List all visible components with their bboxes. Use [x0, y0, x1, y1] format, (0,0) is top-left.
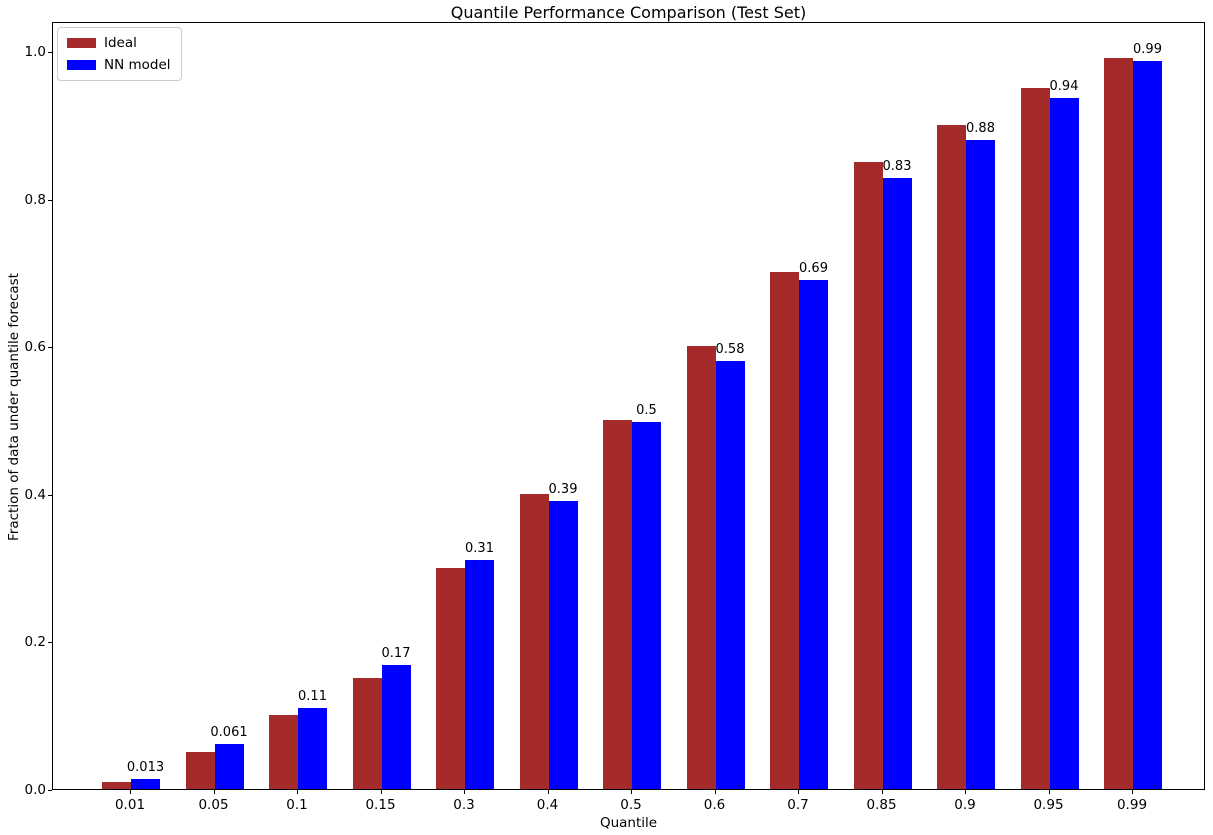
- bar-ideal-0.6: [686, 346, 716, 789]
- bar-ideal-0.85: [853, 161, 883, 789]
- legend-label: Ideal: [104, 35, 137, 51]
- bar-value-label: 0.58: [715, 341, 745, 357]
- x-tick-label: 0.99: [1116, 797, 1148, 813]
- x-tick-mark: [714, 790, 716, 794]
- y-tick-label: 0.8: [24, 191, 46, 208]
- bar-nn-model-0.4: [548, 501, 578, 789]
- y-tick-mark: [48, 790, 52, 791]
- bar-nn-model-0.5: [632, 422, 661, 789]
- legend-entry-ideal: Ideal: [67, 35, 171, 51]
- bar-value-label: 0.11: [298, 688, 327, 704]
- y-tick-mark: [48, 494, 52, 496]
- bar-nn-model-0.01: [131, 779, 160, 789]
- bar-value-label: 0.39: [548, 482, 578, 498]
- y-tick-label: 0.0: [24, 782, 46, 798]
- x-tick-label: 0.05: [198, 797, 229, 813]
- legend-entry-nn-model: NN model: [67, 57, 171, 73]
- bar-nn-model-0.15: [381, 665, 411, 789]
- x-tick-label: 0.01: [114, 797, 146, 813]
- chart-title: Quantile Performance Comparison (Test Se…: [450, 3, 807, 22]
- bar-nn-model-0.95: [1049, 97, 1079, 789]
- bar-nn-model-0.6: [715, 360, 745, 789]
- x-tick-mark: [881, 790, 883, 794]
- bar-nn-model-0.7: [799, 279, 828, 789]
- bar-ideal-0.05: [185, 752, 215, 789]
- bar-ideal-0.9: [937, 124, 966, 789]
- y-axis-label: Fraction of data under quantile forecast: [6, 273, 22, 541]
- bar-ideal-0.15: [352, 678, 382, 789]
- bar-nn-model-0.1: [298, 707, 327, 789]
- y-tick-mark: [48, 347, 52, 349]
- x-tick-label: 0.5: [620, 797, 642, 813]
- bar-value-label: 0.013: [126, 760, 165, 776]
- y-tick-label: 0.2: [24, 634, 46, 651]
- bar-value-label: 0.31: [465, 541, 494, 557]
- bar-value-label: 0.69: [799, 260, 828, 276]
- x-tick-label: 0.7: [787, 797, 809, 813]
- legend: Ideal NN model: [57, 27, 182, 81]
- y-tick-label: 0.4: [24, 486, 46, 503]
- y-tick-label: 1.0: [24, 44, 46, 60]
- bar-value-label: 0.94: [1049, 78, 1079, 94]
- plot-area: 0.013 0.061 0.11 0.17 0.31 0.39 0.5 0.58 0.69 0.8…: [52, 22, 1205, 790]
- bar-nn-model-0.85: [882, 177, 912, 789]
- y-tick-mark: [48, 52, 52, 53]
- x-tick-mark: [798, 790, 799, 794]
- x-tick-label: 0.15: [365, 797, 396, 813]
- x-tick-mark: [1048, 790, 1050, 794]
- bar-ideal-0.7: [770, 272, 799, 789]
- bar-ideal-0.01: [102, 781, 131, 789]
- x-tick-mark: [464, 790, 465, 794]
- bar-nn-model-0.05: [214, 743, 244, 789]
- x-tick-label: 0.1: [286, 797, 308, 813]
- x-tick-mark: [965, 790, 966, 794]
- y-tick-label: 0.6: [24, 339, 46, 356]
- x-tick-mark: [213, 790, 215, 794]
- x-tick-mark: [631, 790, 632, 794]
- bar-value-label: 0.88: [966, 121, 995, 137]
- legend-label: NN model: [104, 57, 171, 73]
- bar-value-label: 0.99: [1133, 41, 1162, 57]
- bar-ideal-0.95: [1020, 87, 1050, 789]
- legend-swatch-icon: [67, 60, 96, 70]
- x-tick-label: 0.3: [453, 797, 475, 813]
- bar-value-label: 0.061: [210, 724, 248, 740]
- x-tick-label: 0.95: [1033, 797, 1064, 813]
- x-tick-mark: [297, 790, 298, 794]
- bar-nn-model-0.3: [465, 560, 494, 789]
- bar-ideal-0.4: [519, 493, 549, 789]
- x-tick-label: 0.9: [954, 797, 976, 813]
- y-tick-mark: [48, 642, 52, 644]
- x-tick-mark: [380, 790, 382, 794]
- bar-ideal-0.1: [269, 715, 298, 789]
- bar-value-label: 0.5: [636, 403, 657, 419]
- bar-nn-model-0.99: [1133, 60, 1162, 789]
- bar-ideal-0.3: [436, 567, 465, 789]
- x-tick-mark: [547, 790, 549, 794]
- legend-swatch-icon: [67, 38, 96, 48]
- x-tick-label: 0.6: [703, 797, 726, 813]
- bar-ideal-0.99: [1104, 58, 1133, 789]
- bar-nn-model-0.9: [966, 140, 995, 789]
- x-tick-label: 0.85: [866, 797, 897, 813]
- bar-ideal-0.5: [603, 420, 632, 789]
- x-tick-label: 0.4: [536, 797, 559, 813]
- y-tick-mark: [48, 199, 52, 201]
- bar-value-label: 0.83: [882, 158, 912, 174]
- x-tick-mark: [130, 790, 131, 794]
- x-tick-mark: [1132, 790, 1133, 794]
- x-axis-label: Quantile: [599, 815, 658, 831]
- bar-value-label: 0.17: [381, 646, 411, 662]
